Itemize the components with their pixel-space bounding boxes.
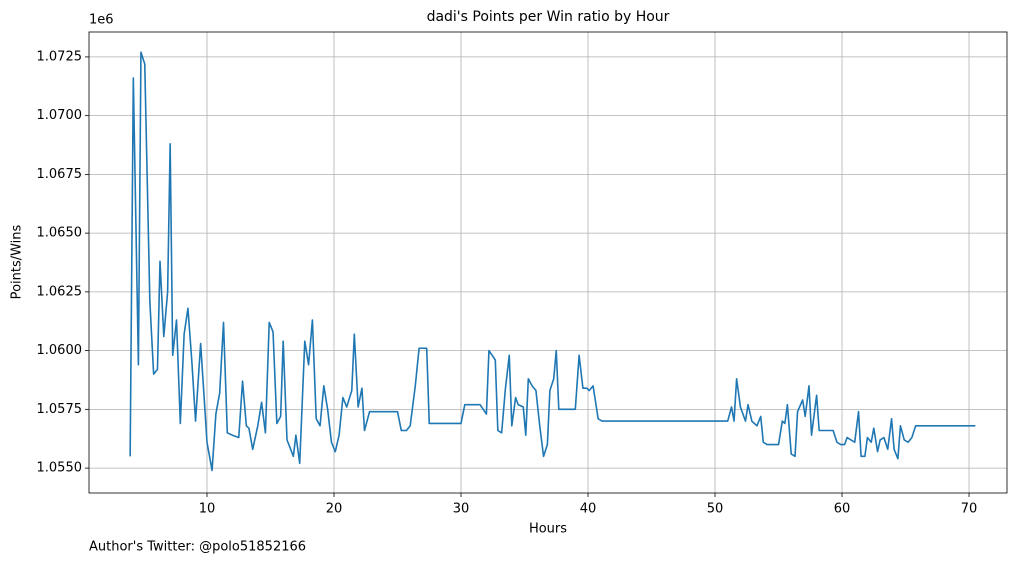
y-tick-label: 1.0575 bbox=[37, 402, 83, 417]
y-offset-label: 1e6 bbox=[89, 13, 114, 28]
footnote: Author's Twitter: @polo51852166 bbox=[89, 540, 306, 555]
y-tick-label: 1.0650 bbox=[37, 226, 83, 241]
x-tick-label: 60 bbox=[834, 502, 851, 517]
x-tick-label: 30 bbox=[453, 502, 470, 517]
y-tick-label: 1.0625 bbox=[37, 284, 83, 299]
y-axis-label: Points/Wins bbox=[10, 224, 25, 299]
x-tick-label: 20 bbox=[326, 502, 343, 517]
plot-frame bbox=[88, 31, 1008, 494]
y-tick-label: 1.0700 bbox=[37, 108, 83, 123]
x-axis-label: Hours bbox=[529, 522, 567, 537]
x-tick-label: 70 bbox=[961, 502, 978, 517]
y-tick-label: 1.0725 bbox=[37, 49, 83, 64]
y-tick-label: 1.0675 bbox=[37, 167, 83, 182]
x-tick-label: 40 bbox=[580, 502, 597, 517]
x-tick-label: 10 bbox=[199, 502, 216, 517]
x-tick-label: 50 bbox=[707, 502, 724, 517]
y-tick-label: 1.0550 bbox=[37, 461, 83, 476]
chart-title: dadi's Points per Win ratio by Hour bbox=[427, 9, 670, 25]
y-tick-label: 1.0600 bbox=[37, 343, 83, 358]
data-line bbox=[129, 51, 976, 472]
